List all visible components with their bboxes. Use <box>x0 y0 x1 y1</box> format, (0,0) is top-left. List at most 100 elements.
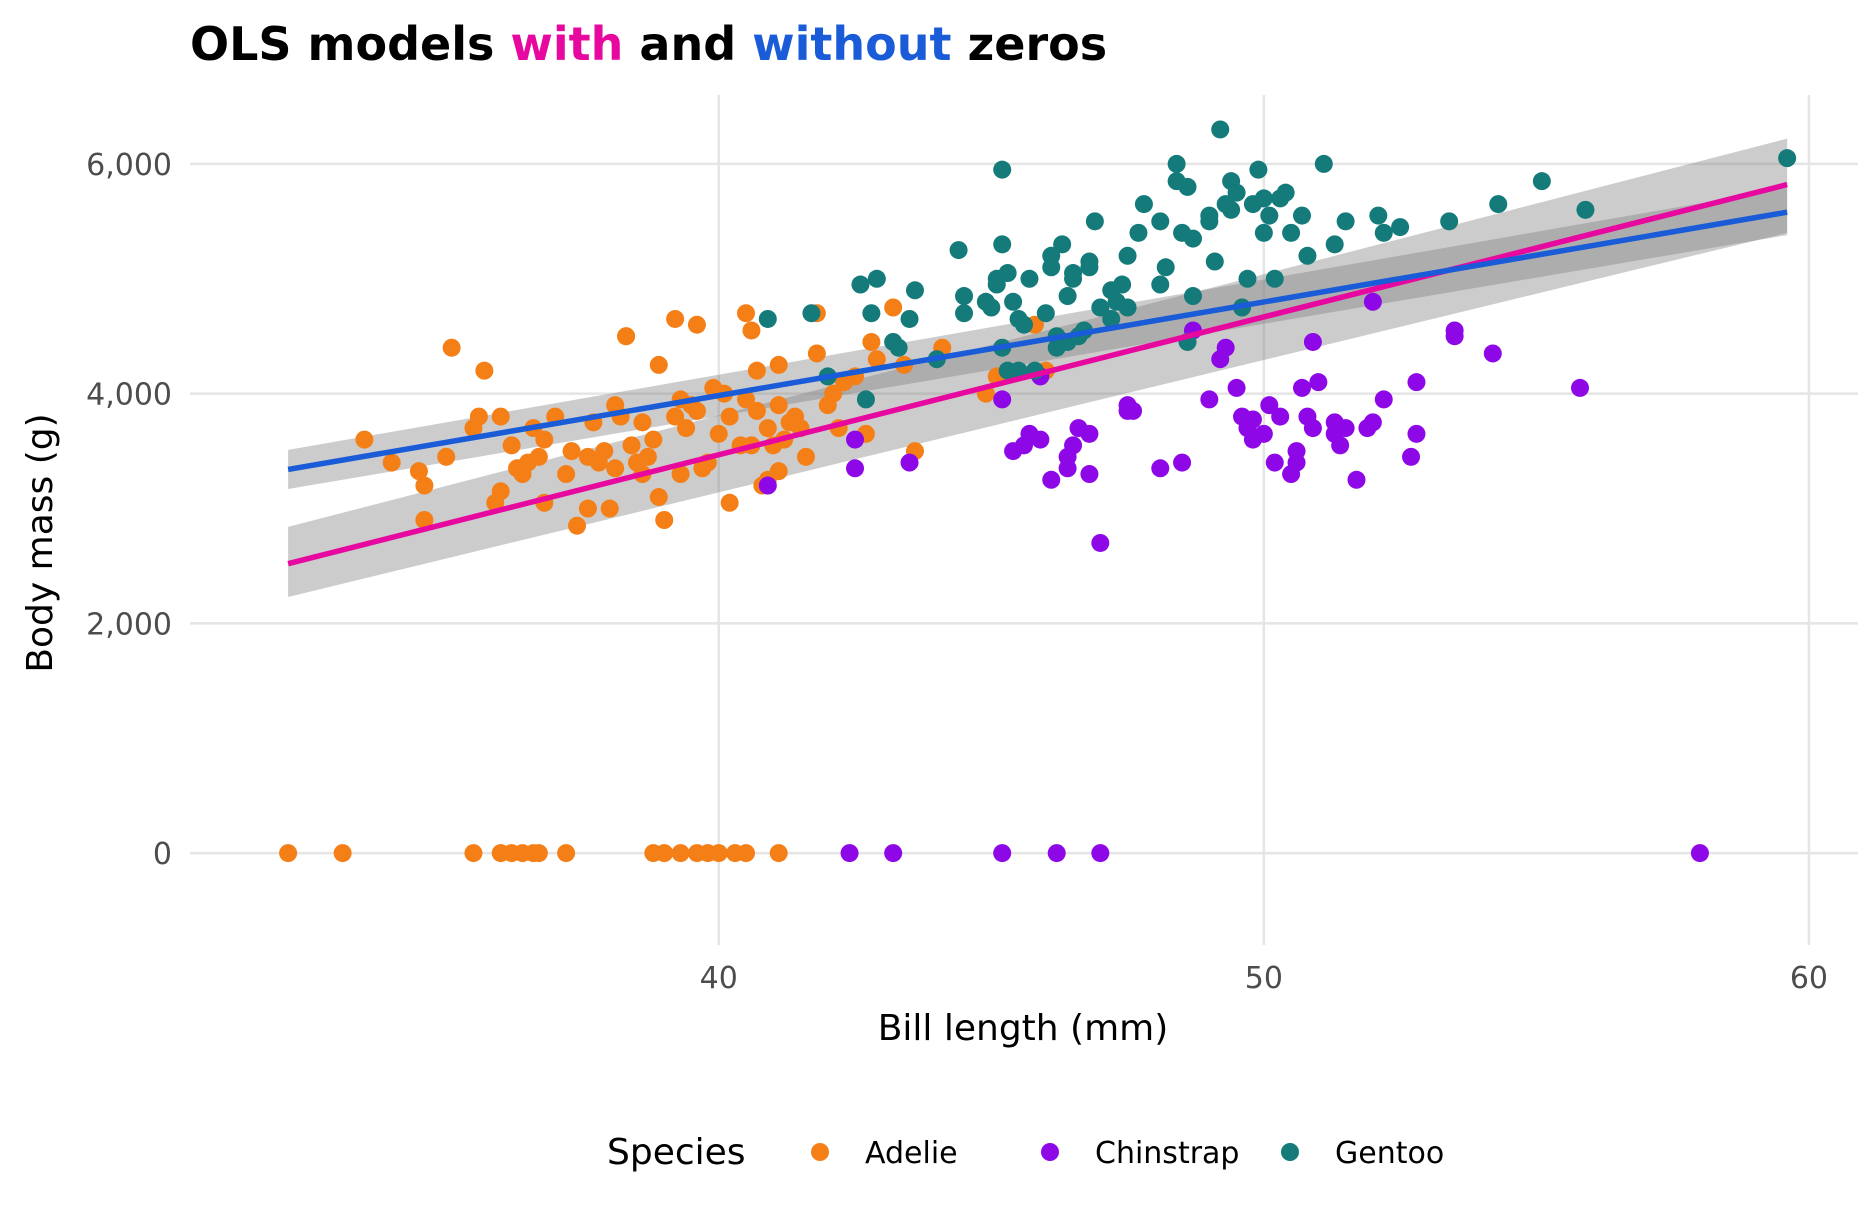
legend-key-Gentoo <box>1281 1143 1299 1161</box>
data-point <box>1036 304 1055 323</box>
y-axis-tick-labels: 0 2,000 4,000 6,000 <box>86 148 172 872</box>
fit-line-with <box>287 181 1788 567</box>
data-point <box>687 315 706 334</box>
x-tick-label: 50 <box>1245 961 1283 996</box>
data-point <box>617 327 636 346</box>
title-segment-and: and <box>623 17 736 71</box>
data-point <box>1483 344 1502 363</box>
data-point <box>1778 149 1797 168</box>
data-point <box>279 844 298 863</box>
data-point <box>595 442 614 461</box>
title-segment-zeros: zeros <box>951 17 1107 71</box>
data-point <box>1576 200 1595 219</box>
data-point <box>1156 258 1175 277</box>
data-point <box>568 516 587 535</box>
data-point <box>1151 459 1170 478</box>
data-point <box>333 844 352 863</box>
data-point <box>993 844 1012 863</box>
data-point <box>1407 373 1426 392</box>
data-point <box>1571 378 1589 397</box>
data-point <box>758 476 777 495</box>
data-point <box>905 281 924 300</box>
data-point <box>1369 206 1388 225</box>
data-point <box>1238 269 1257 288</box>
data-point <box>769 396 788 415</box>
data-point <box>1227 183 1246 202</box>
data-point <box>469 407 488 426</box>
data-point <box>1374 223 1393 242</box>
data-point <box>796 447 815 466</box>
data-point <box>1303 332 1322 351</box>
data-point <box>993 235 1012 254</box>
data-point <box>1167 154 1186 173</box>
data-point <box>649 355 668 374</box>
data-point <box>1205 252 1224 271</box>
data-point <box>622 436 641 455</box>
data-point <box>655 844 674 863</box>
data-point <box>709 424 728 443</box>
data-point <box>557 465 576 484</box>
data-point <box>720 493 739 512</box>
data-point <box>758 419 777 438</box>
data-point <box>491 482 510 501</box>
data-point <box>649 488 668 507</box>
title-segment-models: models <box>292 17 495 71</box>
data-point <box>1293 378 1311 397</box>
data-point <box>513 465 532 484</box>
data-point <box>529 447 548 466</box>
y-tick-label: 0 <box>153 837 172 872</box>
data-point <box>737 844 755 863</box>
data-point <box>742 321 761 340</box>
data-point <box>955 304 974 323</box>
data-point <box>1200 390 1219 409</box>
data-point <box>578 499 597 518</box>
legend-key-Chinstrap <box>1041 1143 1059 1161</box>
data-point <box>769 355 788 374</box>
chart-title: OLS models with and without zeros <box>190 17 1107 71</box>
data-point <box>1293 206 1311 225</box>
data-point <box>1080 465 1099 484</box>
data-point <box>1309 373 1328 392</box>
data-point <box>1216 338 1235 357</box>
data-point <box>1407 424 1426 443</box>
data-point <box>491 407 510 426</box>
data-point <box>1183 287 1202 306</box>
data-point <box>1091 533 1110 552</box>
data-point <box>1118 401 1137 420</box>
data-point <box>1118 298 1137 317</box>
data-point <box>976 292 995 311</box>
data-point <box>644 430 663 449</box>
data-point <box>1134 195 1153 214</box>
x-axis-title: Bill length (mm) <box>878 1008 1169 1049</box>
data-point <box>1102 309 1121 328</box>
data-point <box>409 462 428 481</box>
data-point <box>1254 424 1273 443</box>
data-point <box>1690 844 1709 863</box>
data-point <box>671 844 690 863</box>
data-point <box>1391 218 1410 237</box>
data-point <box>600 499 619 518</box>
data-point <box>987 275 1006 294</box>
data-point <box>1085 212 1104 231</box>
data-point <box>1004 292 1023 311</box>
data-point <box>1254 189 1273 208</box>
data-point <box>747 361 766 380</box>
title-segment-OLS: OLS <box>190 17 292 71</box>
fit-lines <box>287 181 1788 567</box>
data-point <box>666 407 685 426</box>
data-point <box>1058 459 1077 478</box>
data-point <box>867 350 886 369</box>
data-point <box>557 844 576 863</box>
data-point <box>884 298 903 317</box>
data-point <box>1042 470 1061 489</box>
data-point <box>856 390 875 409</box>
data-point <box>1200 212 1219 231</box>
data-point <box>1091 298 1110 317</box>
data-point <box>442 338 461 357</box>
data-point <box>1254 223 1273 242</box>
data-point <box>415 511 434 529</box>
data-point <box>802 304 821 323</box>
data-point <box>846 430 865 449</box>
data-point <box>355 430 374 449</box>
